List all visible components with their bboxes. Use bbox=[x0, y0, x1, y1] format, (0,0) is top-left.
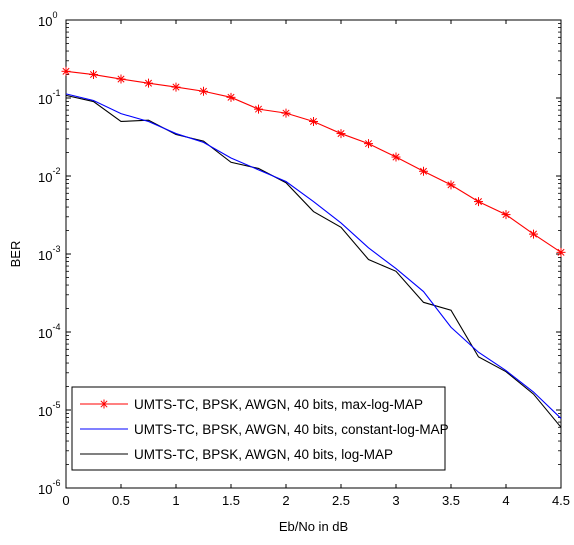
legend: UMTS-TC, BPSK, AWGN, 40 bits, max-log-MA… bbox=[71, 386, 449, 471]
data-point-marker bbox=[309, 116, 318, 126]
y-tick-base: 10 bbox=[38, 326, 52, 341]
data-point-marker bbox=[226, 92, 236, 102]
legend-box bbox=[71, 386, 446, 471]
x-tick-label: 4 bbox=[502, 493, 509, 508]
series-line-2 bbox=[65, 94, 562, 428]
y-tick-label: 10-1 bbox=[38, 88, 60, 107]
data-point-marker bbox=[556, 247, 566, 257]
y-axis-label: BER bbox=[8, 241, 23, 268]
y-tick-label: 10-6 bbox=[38, 478, 60, 497]
y-tick-exponent: -6 bbox=[52, 478, 60, 488]
y-tick-base: 10 bbox=[38, 14, 52, 29]
data-point-marker bbox=[116, 74, 126, 84]
legend-label: UMTS-TC, BPSK, AWGN, 40 bits, max-log-MA… bbox=[134, 397, 423, 412]
x-tick-label: 0 bbox=[62, 493, 69, 508]
data-point-marker bbox=[364, 139, 373, 149]
y-tick-base: 10 bbox=[38, 92, 52, 107]
data-point-marker bbox=[281, 108, 291, 118]
y-tick-exponent: -1 bbox=[52, 88, 60, 98]
x-tick-label: 2 bbox=[282, 493, 289, 508]
y-tick-base: 10 bbox=[38, 248, 52, 263]
data-point-marker bbox=[474, 197, 483, 207]
y-tick-base: 10 bbox=[38, 482, 52, 497]
data-point-marker bbox=[61, 66, 71, 76]
y-tick-label: 10-4 bbox=[38, 322, 60, 341]
data-point-marker bbox=[391, 152, 401, 162]
y-tick-label: 100 bbox=[38, 10, 57, 29]
y-tick-base: 10 bbox=[38, 404, 52, 419]
data-point-marker bbox=[171, 82, 181, 92]
data-point-marker bbox=[89, 70, 98, 80]
data-point-marker bbox=[199, 86, 208, 96]
y-tick-label: 10-2 bbox=[38, 166, 60, 185]
axis-ticks: 0 0.5 1 1.5 2 2.5 3 3.5 4 4.510010-110-210-310-41… bbox=[38, 10, 570, 508]
y-tick-exponent: -3 bbox=[52, 244, 60, 254]
data-point-marker bbox=[144, 78, 153, 88]
data-point-marker bbox=[501, 210, 511, 220]
data-point-marker bbox=[419, 166, 428, 176]
y-tick-base: 10 bbox=[38, 170, 52, 185]
data-point-marker bbox=[529, 229, 538, 239]
x-tick-label: 0.5 bbox=[112, 493, 130, 508]
data-point-marker bbox=[254, 104, 263, 114]
x-tick-label: 3 bbox=[392, 493, 399, 508]
series-line-1 bbox=[65, 93, 562, 419]
y-tick-label: 10-3 bbox=[38, 244, 60, 263]
y-tick-label: 10-5 bbox=[38, 400, 60, 419]
x-tick-label: 1 bbox=[172, 493, 179, 508]
x-tick-label: 3.5 bbox=[442, 493, 460, 508]
series-layer bbox=[61, 66, 566, 428]
legend-label: UMTS-TC, BPSK, AWGN, 40 bits, constant-l… bbox=[134, 422, 449, 437]
y-tick-exponent: 0 bbox=[52, 10, 57, 20]
x-tick-label: 2.5 bbox=[332, 493, 350, 508]
y-tick-exponent: -2 bbox=[52, 166, 60, 176]
data-point-marker bbox=[336, 129, 346, 139]
x-axis-label: Eb/No in dB bbox=[279, 519, 348, 534]
legend-marker bbox=[99, 399, 109, 409]
y-tick-exponent: -5 bbox=[52, 400, 60, 410]
x-tick-label: 4.5 bbox=[552, 493, 570, 508]
legend-label: UMTS-TC, BPSK, AWGN, 40 bits, log-MAP bbox=[134, 447, 393, 462]
data-point-marker bbox=[446, 180, 456, 190]
y-tick-exponent: -4 bbox=[52, 322, 60, 332]
x-tick-label: 1.5 bbox=[222, 493, 240, 508]
